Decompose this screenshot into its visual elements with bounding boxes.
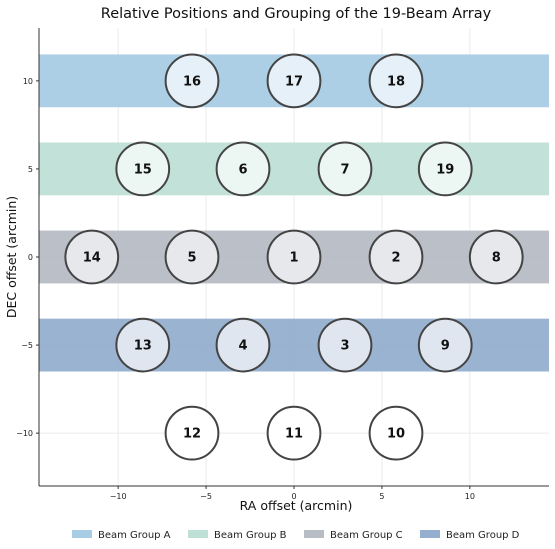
beam-17-circle — [266, 53, 322, 109]
beam-8-circle — [468, 229, 524, 285]
beam-10-label: 10 — [387, 427, 405, 442]
beam-9-circle — [417, 317, 473, 373]
x-tick-label: −10 — [110, 492, 127, 501]
beam-17-label: 17 — [285, 74, 303, 89]
beam-14-circle — [64, 229, 120, 285]
beam-3-label: 3 — [340, 339, 349, 354]
legend-label-2: Beam Group B — [214, 530, 287, 541]
beam-7-circle — [317, 141, 373, 197]
beam-4-circle — [215, 317, 271, 373]
x-tick-label: 5 — [379, 492, 384, 501]
beam-9-label: 9 — [441, 339, 450, 354]
beam-8-label: 8 — [492, 251, 501, 266]
beam-19-label: 19 — [436, 162, 454, 177]
x-axis-label: RA offset (arcmin) — [240, 498, 353, 513]
y-tick-label: −10 — [16, 429, 33, 438]
legend-label-3: Beam Group C — [330, 530, 403, 541]
y-axis-label: DEC offset (arcmin) — [4, 196, 19, 318]
chart-title: Relative Positions and Grouping of the 1… — [101, 6, 492, 22]
beam-13-label: 13 — [134, 339, 152, 354]
beam-12-label: 12 — [183, 427, 201, 442]
legend-swatch-3 — [304, 530, 324, 538]
legend-swatch-4 — [420, 530, 440, 538]
beam-2-label: 2 — [391, 251, 400, 266]
beam-12-circle — [164, 405, 220, 461]
y-tick-label: 10 — [23, 77, 33, 86]
beam-6-circle — [215, 141, 271, 197]
x-tick-label: 0 — [291, 492, 296, 501]
beam-13-circle — [115, 317, 171, 373]
beam-1-circle — [266, 229, 322, 285]
beam-14-label: 14 — [83, 251, 101, 266]
legend-label-4: Beam Group D — [446, 530, 520, 541]
beam-18-circle — [368, 53, 424, 109]
beam-3-circle — [317, 317, 373, 373]
beam-4-label: 4 — [238, 339, 247, 354]
beam-19-circle — [417, 141, 473, 197]
x-tick-label: 10 — [465, 492, 475, 501]
beam-1-label: 1 — [289, 251, 298, 266]
beam-6-label: 6 — [238, 162, 247, 177]
beam-16-label: 16 — [183, 74, 201, 89]
beam-10-circle — [368, 405, 424, 461]
beam-5-circle — [164, 229, 220, 285]
beam-2-circle — [368, 229, 424, 285]
legend: Beam Group A Beam Group B Beam Group C Beam… — [72, 530, 520, 541]
x-tick-label: −5 — [200, 492, 212, 501]
beam-15-label: 15 — [134, 162, 152, 177]
legend-swatch-1 — [72, 530, 92, 538]
legend-label-1: Beam Group A — [98, 530, 171, 541]
y-tick-label: 0 — [28, 253, 33, 262]
legend-swatch-2 — [188, 530, 208, 538]
beam-15-circle — [115, 141, 171, 197]
beam-16-circle — [164, 53, 220, 109]
beam-5-label: 5 — [187, 251, 196, 266]
beam-18-label: 18 — [387, 74, 405, 89]
beam-11-label: 11 — [285, 427, 303, 442]
beam-7-label: 7 — [340, 162, 349, 177]
beam-11-circle — [266, 405, 322, 461]
y-tick-label: 5 — [28, 165, 33, 174]
y-tick-label: −5 — [21, 341, 33, 350]
